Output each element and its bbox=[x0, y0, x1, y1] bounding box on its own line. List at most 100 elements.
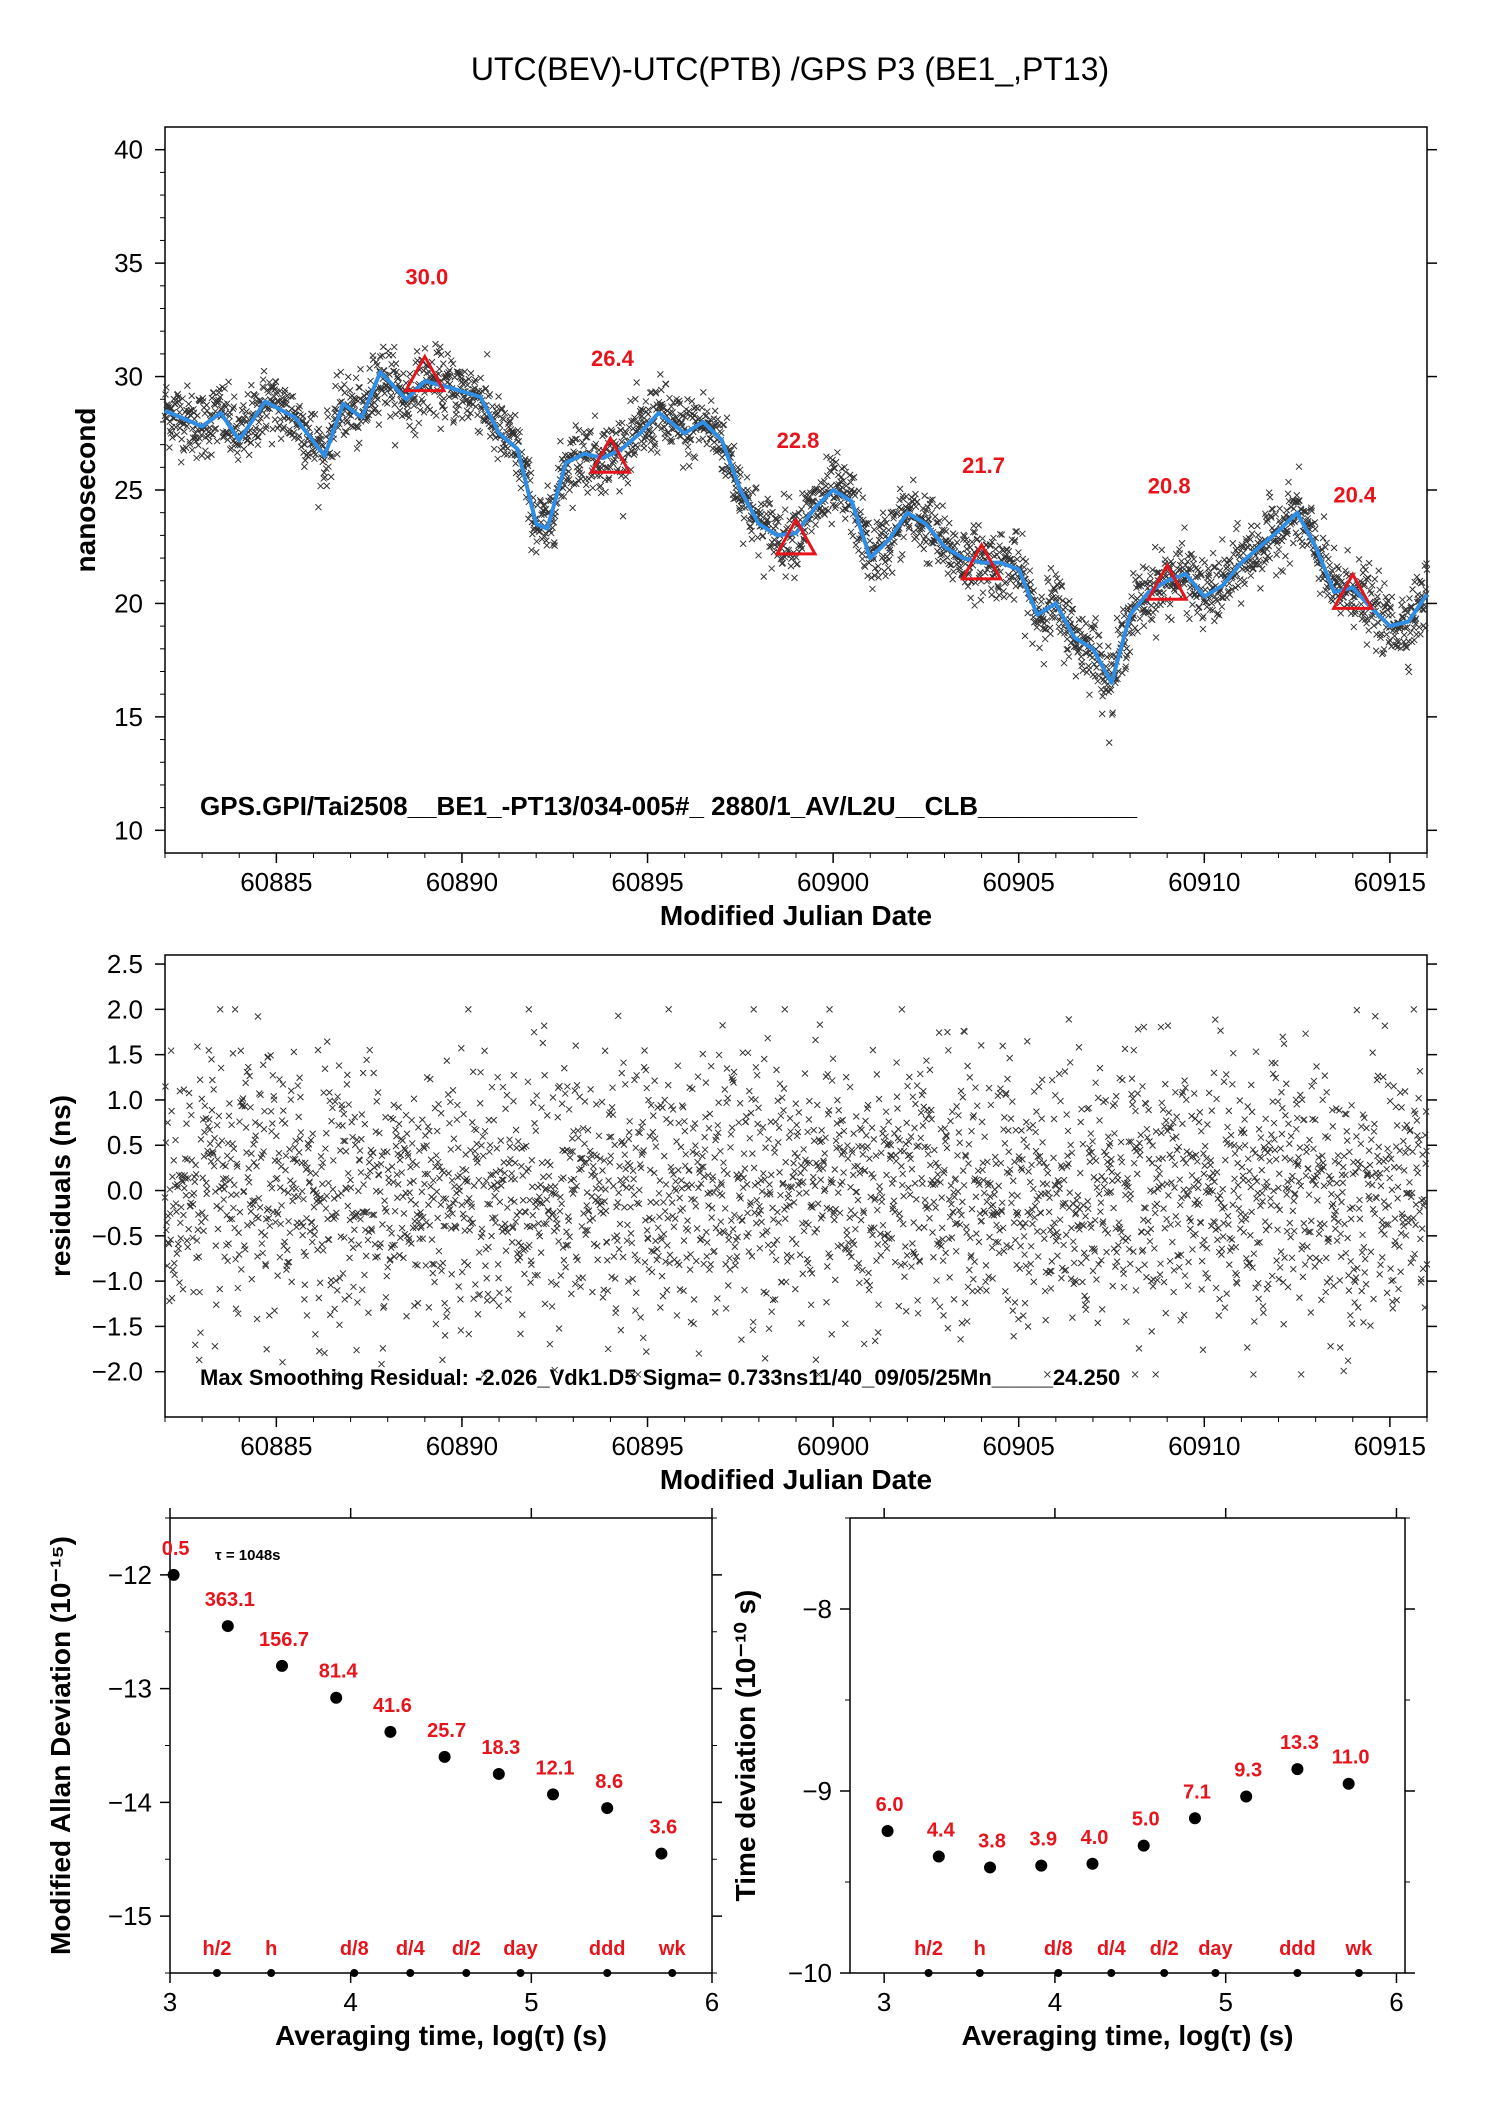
data-point bbox=[987, 585, 995, 592]
data-point bbox=[939, 502, 946, 509]
data-point bbox=[316, 1279, 324, 1287]
data-point bbox=[880, 1125, 887, 1133]
data-point bbox=[1126, 648, 1134, 656]
data-point bbox=[678, 1177, 685, 1184]
data-point bbox=[656, 370, 664, 378]
data-point bbox=[1330, 544, 1338, 552]
data-point bbox=[1406, 629, 1414, 637]
data-point bbox=[475, 1249, 483, 1256]
data-point bbox=[941, 1138, 949, 1145]
data-point bbox=[959, 1167, 967, 1174]
data-point bbox=[879, 509, 887, 517]
data-point bbox=[1026, 567, 1034, 575]
data-point bbox=[1372, 647, 1380, 655]
data-point bbox=[634, 1257, 641, 1264]
data-point bbox=[1383, 631, 1391, 638]
data-point bbox=[971, 602, 978, 609]
data-point bbox=[840, 1127, 848, 1135]
data-point bbox=[588, 473, 595, 480]
data-point bbox=[834, 471, 842, 479]
data-point bbox=[555, 1238, 562, 1245]
data-point bbox=[447, 357, 455, 364]
data-point bbox=[342, 1148, 350, 1155]
data-point bbox=[995, 1249, 1003, 1257]
data-point bbox=[190, 409, 198, 417]
data-point bbox=[965, 1160, 972, 1168]
data-point bbox=[1224, 563, 1231, 571]
data-point bbox=[464, 413, 472, 421]
data-point bbox=[1204, 565, 1212, 572]
data-point bbox=[841, 1320, 849, 1328]
data-point bbox=[175, 1245, 182, 1253]
data-point bbox=[198, 431, 205, 439]
data-point bbox=[903, 1119, 911, 1127]
data-point bbox=[269, 1071, 277, 1079]
data-point bbox=[993, 551, 1001, 559]
data-point bbox=[592, 1185, 600, 1192]
data-point bbox=[1119, 606, 1127, 613]
data-point bbox=[473, 1140, 481, 1148]
data-point bbox=[215, 1112, 223, 1120]
data-point bbox=[463, 407, 471, 415]
data-point bbox=[582, 481, 590, 489]
data-point bbox=[843, 1232, 851, 1239]
data-point bbox=[995, 1182, 1003, 1190]
data-point bbox=[684, 443, 692, 451]
data-point bbox=[759, 1170, 767, 1177]
data-point bbox=[948, 1108, 956, 1116]
data-point bbox=[267, 384, 275, 391]
data-point bbox=[875, 574, 882, 581]
data-point bbox=[274, 1272, 282, 1280]
data-point bbox=[681, 1117, 688, 1125]
data-point bbox=[352, 374, 360, 382]
data-point bbox=[632, 1289, 640, 1297]
data-point bbox=[275, 1149, 283, 1157]
data-point bbox=[630, 451, 638, 458]
data-point bbox=[934, 557, 942, 565]
data-point bbox=[905, 1138, 913, 1145]
data-point bbox=[675, 1261, 683, 1269]
data-point bbox=[408, 1140, 416, 1147]
data-point bbox=[553, 1220, 561, 1228]
data-point bbox=[768, 1308, 776, 1316]
data-point bbox=[727, 1143, 734, 1151]
data-point bbox=[456, 1187, 463, 1195]
data-point bbox=[909, 476, 917, 484]
data-point bbox=[433, 1127, 441, 1135]
data-point bbox=[406, 370, 414, 378]
data-point bbox=[438, 1267, 445, 1275]
data-point bbox=[896, 1215, 904, 1223]
data-point bbox=[530, 1028, 538, 1036]
data-point bbox=[426, 1075, 434, 1083]
data-point bbox=[1178, 539, 1186, 547]
data-point bbox=[192, 1171, 200, 1178]
data-point bbox=[506, 1136, 513, 1144]
data-point bbox=[261, 1232, 269, 1239]
data-point bbox=[871, 564, 879, 572]
data-point bbox=[1254, 531, 1262, 539]
data-point bbox=[1363, 641, 1371, 648]
data-point bbox=[895, 1210, 903, 1217]
data-point bbox=[1008, 1199, 1015, 1207]
data-point bbox=[917, 1109, 925, 1116]
data-point bbox=[230, 1181, 238, 1189]
data-point bbox=[1413, 573, 1421, 581]
data-point bbox=[752, 1063, 760, 1071]
data-point bbox=[346, 1216, 354, 1224]
data-point bbox=[870, 526, 878, 534]
data-point bbox=[603, 1239, 611, 1246]
data-point bbox=[543, 1196, 551, 1204]
data-point bbox=[740, 514, 748, 522]
data-point bbox=[767, 542, 775, 550]
data-point bbox=[890, 1175, 897, 1183]
data-point bbox=[766, 1181, 773, 1188]
data-point bbox=[932, 1204, 939, 1211]
data-point bbox=[232, 1255, 239, 1263]
data-point bbox=[1368, 582, 1376, 589]
data-point bbox=[308, 1238, 316, 1246]
data-point bbox=[467, 369, 475, 377]
data-point bbox=[279, 1081, 287, 1088]
data-point bbox=[482, 1262, 489, 1270]
data-point bbox=[494, 1073, 502, 1081]
data-point bbox=[452, 1224, 460, 1232]
